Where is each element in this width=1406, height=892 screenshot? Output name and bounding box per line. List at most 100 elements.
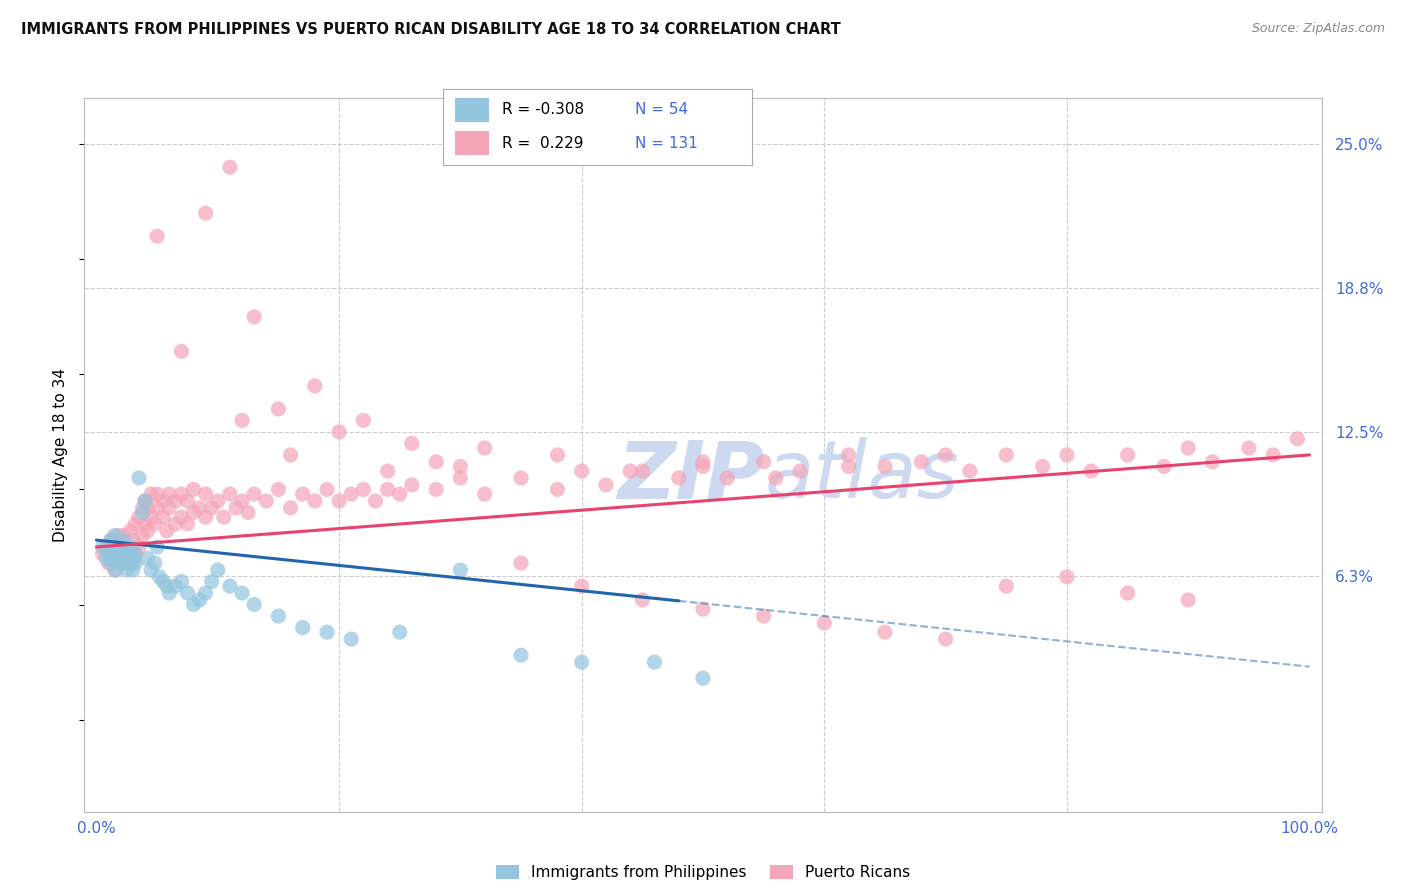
Point xyxy=(107,540,129,554)
Point xyxy=(546,483,568,497)
Point xyxy=(219,579,242,593)
Point xyxy=(148,570,170,584)
Point xyxy=(340,487,363,501)
Point xyxy=(995,579,1018,593)
Point xyxy=(122,533,145,547)
Point xyxy=(388,487,411,501)
Point xyxy=(110,556,132,570)
Point xyxy=(1261,448,1284,462)
Point xyxy=(1177,441,1199,455)
Point xyxy=(765,471,787,485)
Point xyxy=(170,487,193,501)
Point xyxy=(115,540,138,554)
Point xyxy=(110,540,132,554)
Point xyxy=(112,528,135,542)
Point xyxy=(873,459,896,474)
Point xyxy=(1177,593,1199,607)
Point xyxy=(243,598,266,612)
Point xyxy=(120,551,142,566)
Point xyxy=(165,494,187,508)
Point xyxy=(120,524,142,538)
Point xyxy=(254,494,277,508)
Bar xyxy=(456,131,489,155)
Point xyxy=(152,494,174,508)
Point xyxy=(340,632,363,646)
Point xyxy=(139,487,162,501)
Point xyxy=(122,556,145,570)
Point xyxy=(134,494,156,508)
Point xyxy=(449,459,471,474)
Point xyxy=(716,471,738,485)
Point xyxy=(1286,432,1309,446)
Point xyxy=(134,516,156,531)
Point xyxy=(170,574,193,589)
Point xyxy=(219,160,242,174)
Point xyxy=(115,563,138,577)
Point xyxy=(100,533,122,547)
Point xyxy=(236,506,259,520)
Point xyxy=(207,563,229,577)
Point xyxy=(91,540,114,554)
Point xyxy=(1153,459,1175,474)
Point xyxy=(194,586,217,600)
Point xyxy=(1116,586,1139,600)
Point xyxy=(304,379,326,393)
Point xyxy=(104,563,127,577)
Point xyxy=(110,540,132,554)
Point xyxy=(838,448,860,462)
Text: atlas: atlas xyxy=(765,437,960,516)
Point xyxy=(377,464,399,478)
Point xyxy=(128,510,150,524)
Point xyxy=(115,547,138,561)
Point xyxy=(231,586,253,600)
Point xyxy=(401,478,423,492)
Point xyxy=(243,310,266,324)
Point xyxy=(225,500,247,515)
Point xyxy=(873,625,896,640)
Point xyxy=(124,556,146,570)
Point xyxy=(188,500,211,515)
Point xyxy=(304,494,326,508)
Point xyxy=(104,563,127,577)
Point xyxy=(100,556,122,570)
Point xyxy=(935,632,957,646)
Point xyxy=(157,487,180,501)
Point xyxy=(112,547,135,561)
Point xyxy=(194,487,217,501)
Point xyxy=(571,579,593,593)
Point xyxy=(995,448,1018,462)
Point xyxy=(1116,448,1139,462)
Point xyxy=(97,547,120,561)
Legend: Immigrants from Philippines, Puerto Ricans: Immigrants from Philippines, Puerto Rica… xyxy=(489,859,917,886)
Point xyxy=(1056,570,1078,584)
Point xyxy=(110,556,132,570)
Point xyxy=(692,459,714,474)
Point xyxy=(219,487,242,501)
Text: ZIP: ZIP xyxy=(617,437,765,516)
Point xyxy=(388,625,411,640)
Point xyxy=(1201,455,1223,469)
Point xyxy=(104,540,127,554)
Point xyxy=(364,494,387,508)
Point xyxy=(156,524,179,538)
Point xyxy=(280,448,302,462)
Point xyxy=(316,625,339,640)
Point xyxy=(131,506,153,520)
Point xyxy=(692,455,714,469)
Point xyxy=(183,506,205,520)
Point xyxy=(631,593,654,607)
Point xyxy=(124,547,146,561)
Point xyxy=(328,494,350,508)
Point xyxy=(207,494,229,508)
Text: Source: ZipAtlas.com: Source: ZipAtlas.com xyxy=(1251,22,1385,36)
Point xyxy=(136,551,159,566)
Point xyxy=(571,464,593,478)
Point xyxy=(131,528,153,542)
Point xyxy=(96,540,118,554)
Point xyxy=(91,547,114,561)
Point xyxy=(425,483,447,497)
Point xyxy=(143,556,166,570)
Point xyxy=(752,609,775,624)
Point xyxy=(1032,459,1054,474)
Point xyxy=(838,459,860,474)
